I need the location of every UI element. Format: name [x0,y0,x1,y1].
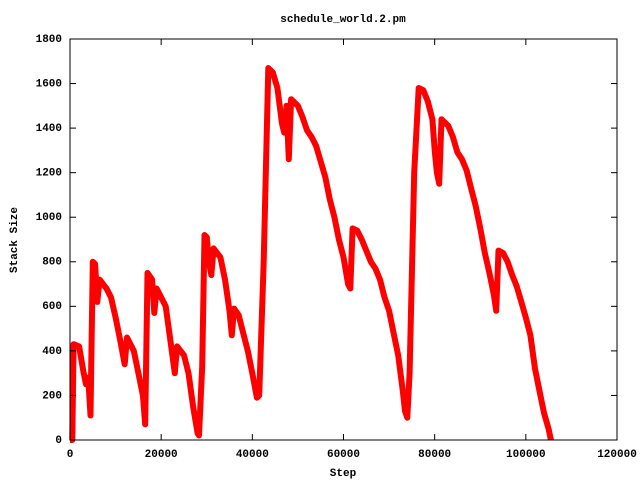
x-tick-label: 40000 [236,449,269,461]
y-tick-label: 1600 [36,78,62,90]
y-tick-label: 1800 [36,34,62,46]
y-tick-label: 800 [42,257,62,269]
x-tick-label: 0 [67,449,74,461]
x-tick-label: 60000 [327,449,360,461]
data-line [69,65,554,443]
y-axis-label: Stack Size [9,207,21,273]
y-tick-label: 0 [55,435,62,447]
x-tick-label: 100000 [506,449,546,461]
y-tick-label: 400 [42,346,62,358]
chart-title: schedule_world.2.pm [280,14,406,26]
x-tick-label: 120000 [597,449,637,461]
y-tick-label: 600 [42,301,62,313]
x-axis-label: Step [330,468,357,480]
y-tick-label: 200 [42,390,62,402]
y-tick-label: 1000 [36,212,62,224]
y-tick-label: 1400 [36,123,62,135]
x-tick-label: 80000 [418,449,451,461]
y-tick-label: 1200 [36,168,62,180]
x-tick-label: 20000 [145,449,178,461]
